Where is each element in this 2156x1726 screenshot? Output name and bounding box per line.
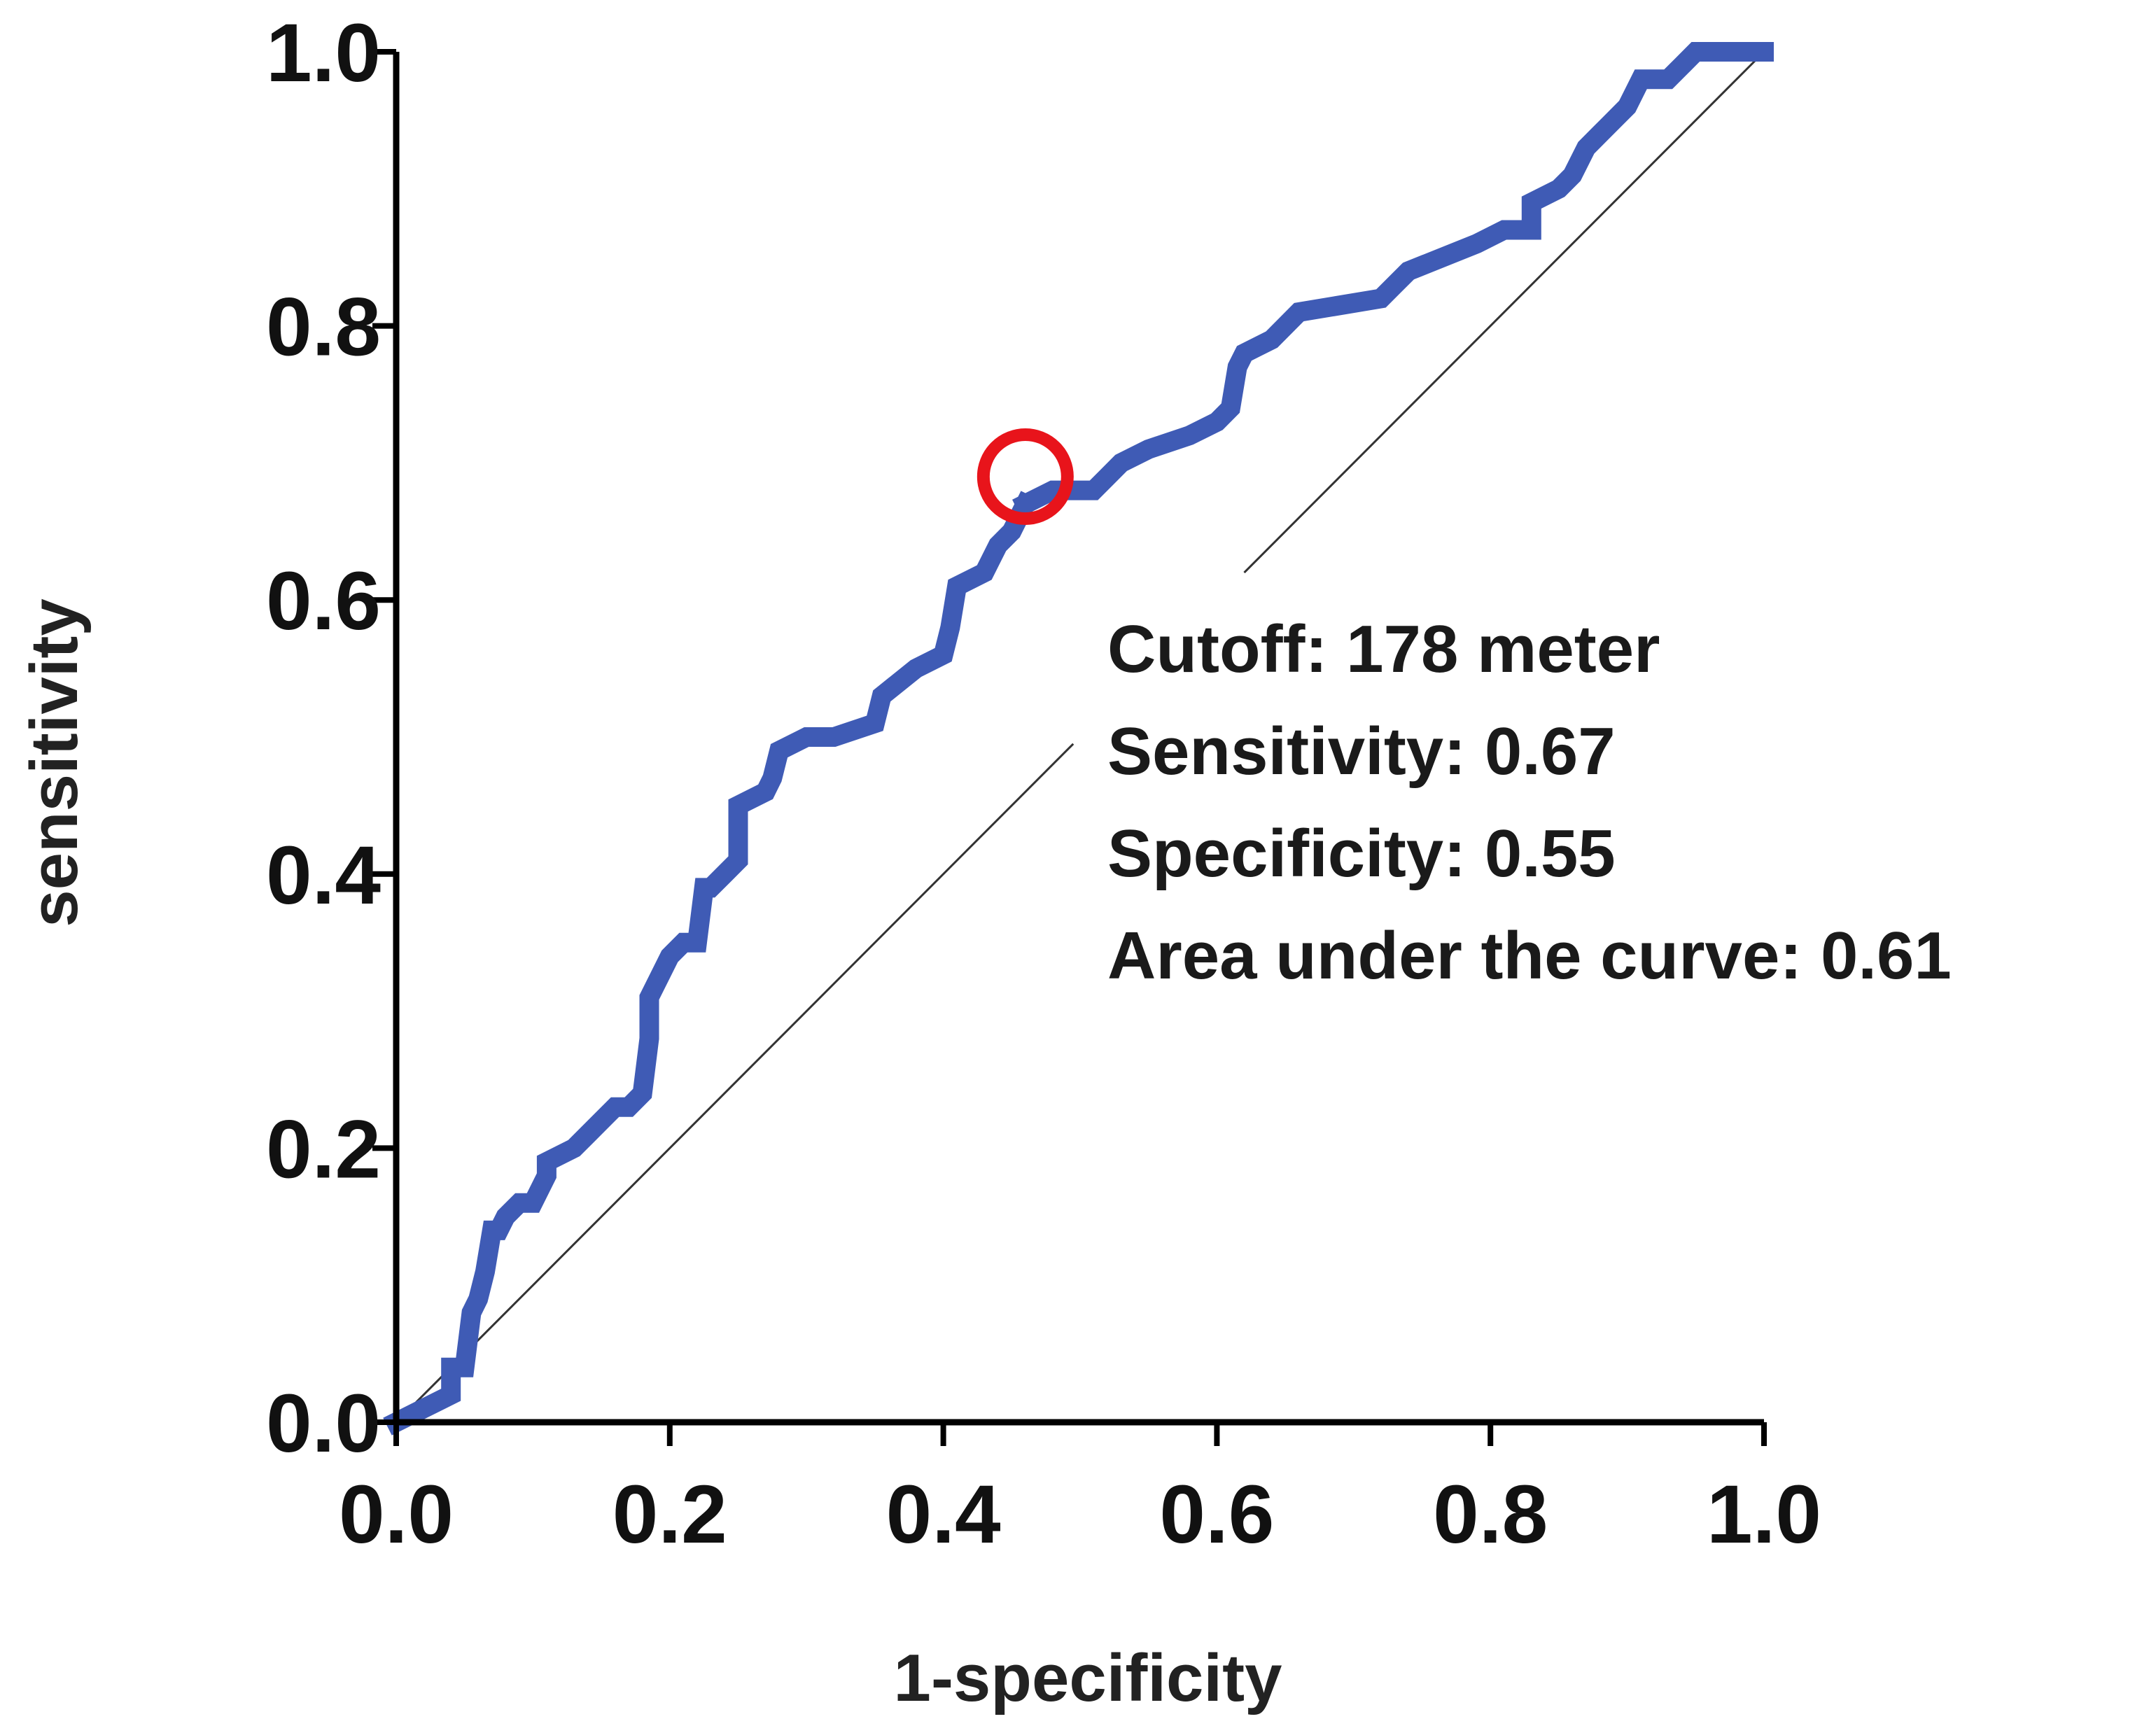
roc-curve-series-1 bbox=[383, 491, 1039, 1436]
reference-layer bbox=[395, 50, 1765, 1424]
x-axis-title: 1-specificity bbox=[894, 1641, 1282, 1716]
annotation-auc: Area under the curve: 0.61 bbox=[1107, 918, 1952, 993]
reference-diagonal-line-2 bbox=[1243, 50, 1765, 574]
roc-curve-series-2 bbox=[1012, 42, 1774, 517]
x-tick-label: 0.8 bbox=[1433, 1468, 1548, 1561]
y-tick-label: 1.0 bbox=[266, 7, 381, 99]
cutoff-marker-circle bbox=[976, 428, 1074, 525]
y-tick-label: 0.6 bbox=[266, 555, 381, 647]
x-tick-label: 1.0 bbox=[1707, 1468, 1821, 1561]
marker-layer bbox=[976, 428, 1074, 525]
x-tick-label: 0.2 bbox=[612, 1468, 727, 1561]
roc-curve-layer bbox=[383, 42, 1774, 1436]
y-tick-label: 0.4 bbox=[266, 829, 381, 922]
y-tick-label: 0.8 bbox=[266, 281, 381, 374]
annotation-cutoff: Cutoff: 178 meter bbox=[1107, 612, 1660, 687]
x-tick-label: 0.0 bbox=[339, 1468, 454, 1561]
reference-diagonal-line-1 bbox=[395, 743, 1074, 1424]
annotation-sensitivity: Sensitivity: 0.67 bbox=[1107, 714, 1616, 789]
axes bbox=[372, 49, 1767, 1446]
y-axis-title: sensitivity bbox=[17, 598, 92, 927]
x-tick-label: 0.4 bbox=[886, 1468, 1001, 1561]
y-tick-label: 0.0 bbox=[266, 1377, 381, 1470]
x-tick-label: 0.6 bbox=[1159, 1468, 1274, 1561]
annotation-block: Cutoff: 178 meter Sensitivity: 0.67 Spec… bbox=[1107, 612, 1952, 993]
tick-labels: 0.0 0.2 0.4 0.6 0.8 1.0 0.0 0.2 0.4 0.6 0.8 1.0 bbox=[266, 7, 1821, 1561]
y-tick-label: 0.2 bbox=[266, 1103, 381, 1195]
annotation-specificity: Specificity: 0.55 bbox=[1107, 816, 1616, 891]
